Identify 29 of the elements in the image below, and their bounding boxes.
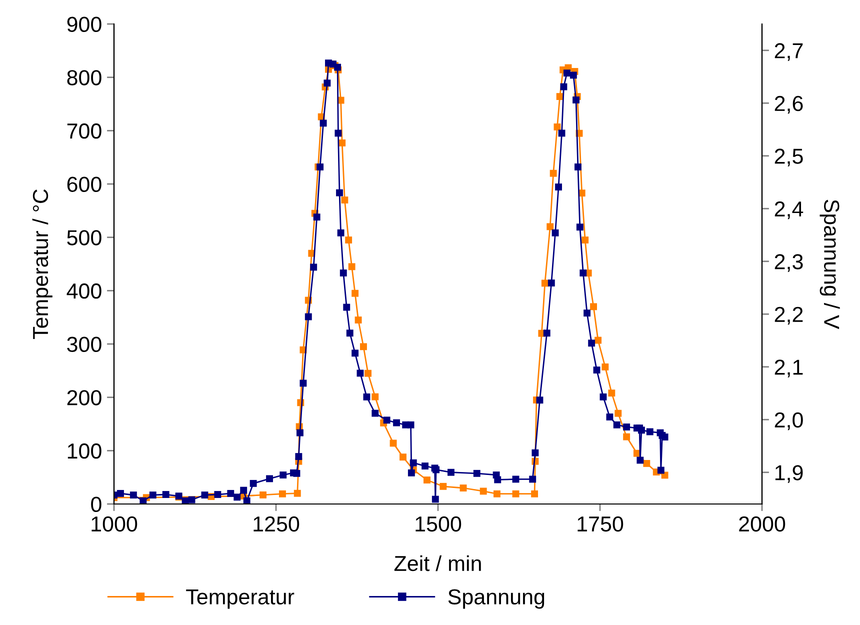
- y2-axis-title: Spannung / V: [820, 200, 840, 330]
- x-tick-label: 1250: [254, 516, 300, 532]
- y2-tick-label: 2,5: [774, 148, 803, 166]
- y2-tick-label: 2,4: [774, 201, 804, 220]
- y2-tick-label: 2,6: [774, 96, 803, 114]
- y-tick-label: 400: [66, 283, 102, 299]
- y2-tick-label: 2,7: [774, 43, 803, 61]
- x-tick-label: 1750: [578, 516, 624, 532]
- y-tick-label: 600: [67, 176, 102, 192]
- y-tick-label: 700: [67, 123, 102, 139]
- y2-tick-label: 2,0: [774, 412, 803, 430]
- legend-label: Spannung: [448, 589, 544, 609]
- y-tick-label: 500: [67, 230, 102, 246]
- y2-tick-label: 1,9: [775, 465, 803, 483]
- x-tick-label: 2000: [739, 516, 786, 532]
- y-tick-label: 100: [68, 443, 102, 459]
- y-tick-label: 200: [67, 390, 102, 406]
- legend-label: Temperatur: [186, 589, 294, 609]
- x-axis-title: Zeit / min: [394, 555, 481, 572]
- y-axis-title: Temperatur / °C: [32, 189, 52, 339]
- y-tick-label: 800: [67, 70, 102, 86]
- y2-tick-label: 2,3: [774, 254, 803, 272]
- y2-tick-label: 2,1: [774, 360, 803, 378]
- y-tick-label: 300: [67, 336, 102, 352]
- x-tick-label: 1000: [92, 516, 138, 532]
- y-tick-label: 900: [67, 16, 102, 32]
- y-tick-label: 0: [91, 496, 102, 512]
- y2-tick-label: 2,2: [774, 306, 803, 325]
- x-tick-label: 1500: [416, 516, 462, 532]
